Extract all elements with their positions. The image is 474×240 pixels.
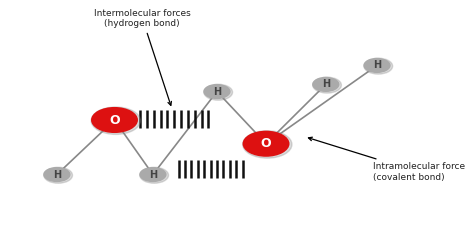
- Text: H: H: [322, 79, 330, 90]
- Circle shape: [91, 107, 138, 133]
- Text: H: H: [213, 87, 221, 96]
- Circle shape: [203, 84, 231, 99]
- Circle shape: [44, 167, 73, 183]
- Text: O: O: [109, 114, 120, 126]
- Text: Intramolecular force
(covalent bond): Intramolecular force (covalent bond): [309, 137, 465, 182]
- Text: H: H: [53, 170, 61, 180]
- Circle shape: [364, 58, 391, 73]
- Text: H: H: [149, 170, 157, 180]
- Circle shape: [313, 77, 341, 93]
- Circle shape: [312, 77, 339, 92]
- Text: H: H: [373, 60, 381, 70]
- Circle shape: [139, 167, 166, 182]
- Circle shape: [243, 131, 292, 158]
- Circle shape: [204, 84, 233, 100]
- Circle shape: [364, 58, 392, 74]
- Circle shape: [243, 131, 290, 157]
- Circle shape: [140, 167, 169, 183]
- Text: O: O: [261, 137, 271, 150]
- Circle shape: [91, 107, 140, 134]
- Circle shape: [43, 167, 71, 182]
- Text: Intermolecular forces
(hydrogen bond): Intermolecular forces (hydrogen bond): [94, 8, 191, 105]
